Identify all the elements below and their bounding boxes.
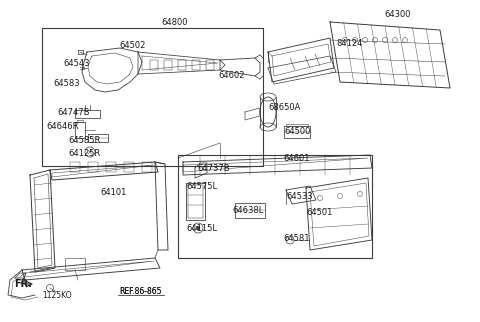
- Bar: [188, 185, 203, 218]
- Text: 64501: 64501: [306, 207, 332, 216]
- Bar: [178, 60, 186, 70]
- Text: 84124: 84124: [336, 39, 362, 48]
- Text: 64581: 64581: [283, 233, 310, 242]
- Bar: [286, 124, 308, 126]
- Text: 64585R: 64585R: [68, 136, 100, 145]
- Text: REF.86-865: REF.86-865: [120, 288, 162, 297]
- Text: 1125KO: 1125KO: [42, 291, 72, 300]
- Bar: [88, 162, 98, 172]
- Bar: [150, 60, 158, 70]
- Bar: [75, 110, 100, 118]
- Bar: [164, 60, 172, 70]
- Bar: [124, 162, 134, 172]
- Text: 64800: 64800: [162, 17, 188, 26]
- Bar: [65, 258, 85, 270]
- Text: 64602: 64602: [218, 71, 244, 80]
- Text: 64533: 64533: [286, 192, 312, 201]
- Text: 64101: 64101: [100, 187, 126, 196]
- Text: 64747B: 64747B: [57, 108, 89, 117]
- Text: 64646R: 64646R: [46, 121, 79, 130]
- Bar: [75, 122, 85, 138]
- Bar: [235, 203, 265, 218]
- Text: 64502: 64502: [120, 41, 146, 50]
- Text: 64737B: 64737B: [197, 164, 229, 173]
- Text: 64125R: 64125R: [68, 148, 100, 157]
- Text: 64543: 64543: [63, 59, 89, 68]
- Bar: [42, 28, 263, 166]
- Text: 64115L: 64115L: [186, 223, 217, 232]
- Text: 64500: 64500: [284, 127, 311, 136]
- Text: 64601: 64601: [283, 154, 310, 163]
- Bar: [192, 60, 200, 70]
- Bar: [77, 120, 83, 122]
- Bar: [186, 183, 205, 220]
- Text: 68650A: 68650A: [268, 102, 300, 111]
- Text: 64638L: 64638L: [232, 205, 264, 214]
- Bar: [284, 126, 310, 138]
- Bar: [106, 162, 116, 172]
- Bar: [142, 162, 152, 172]
- Bar: [206, 60, 214, 70]
- Circle shape: [196, 226, 200, 230]
- Bar: [178, 155, 372, 258]
- Bar: [70, 162, 80, 172]
- Text: 64575L: 64575L: [186, 182, 217, 191]
- Text: 64300: 64300: [385, 10, 411, 18]
- Bar: [88, 134, 108, 142]
- Text: 64583: 64583: [53, 79, 80, 88]
- Text: REF.86-865: REF.86-865: [120, 288, 162, 297]
- Text: FR.: FR.: [14, 279, 32, 289]
